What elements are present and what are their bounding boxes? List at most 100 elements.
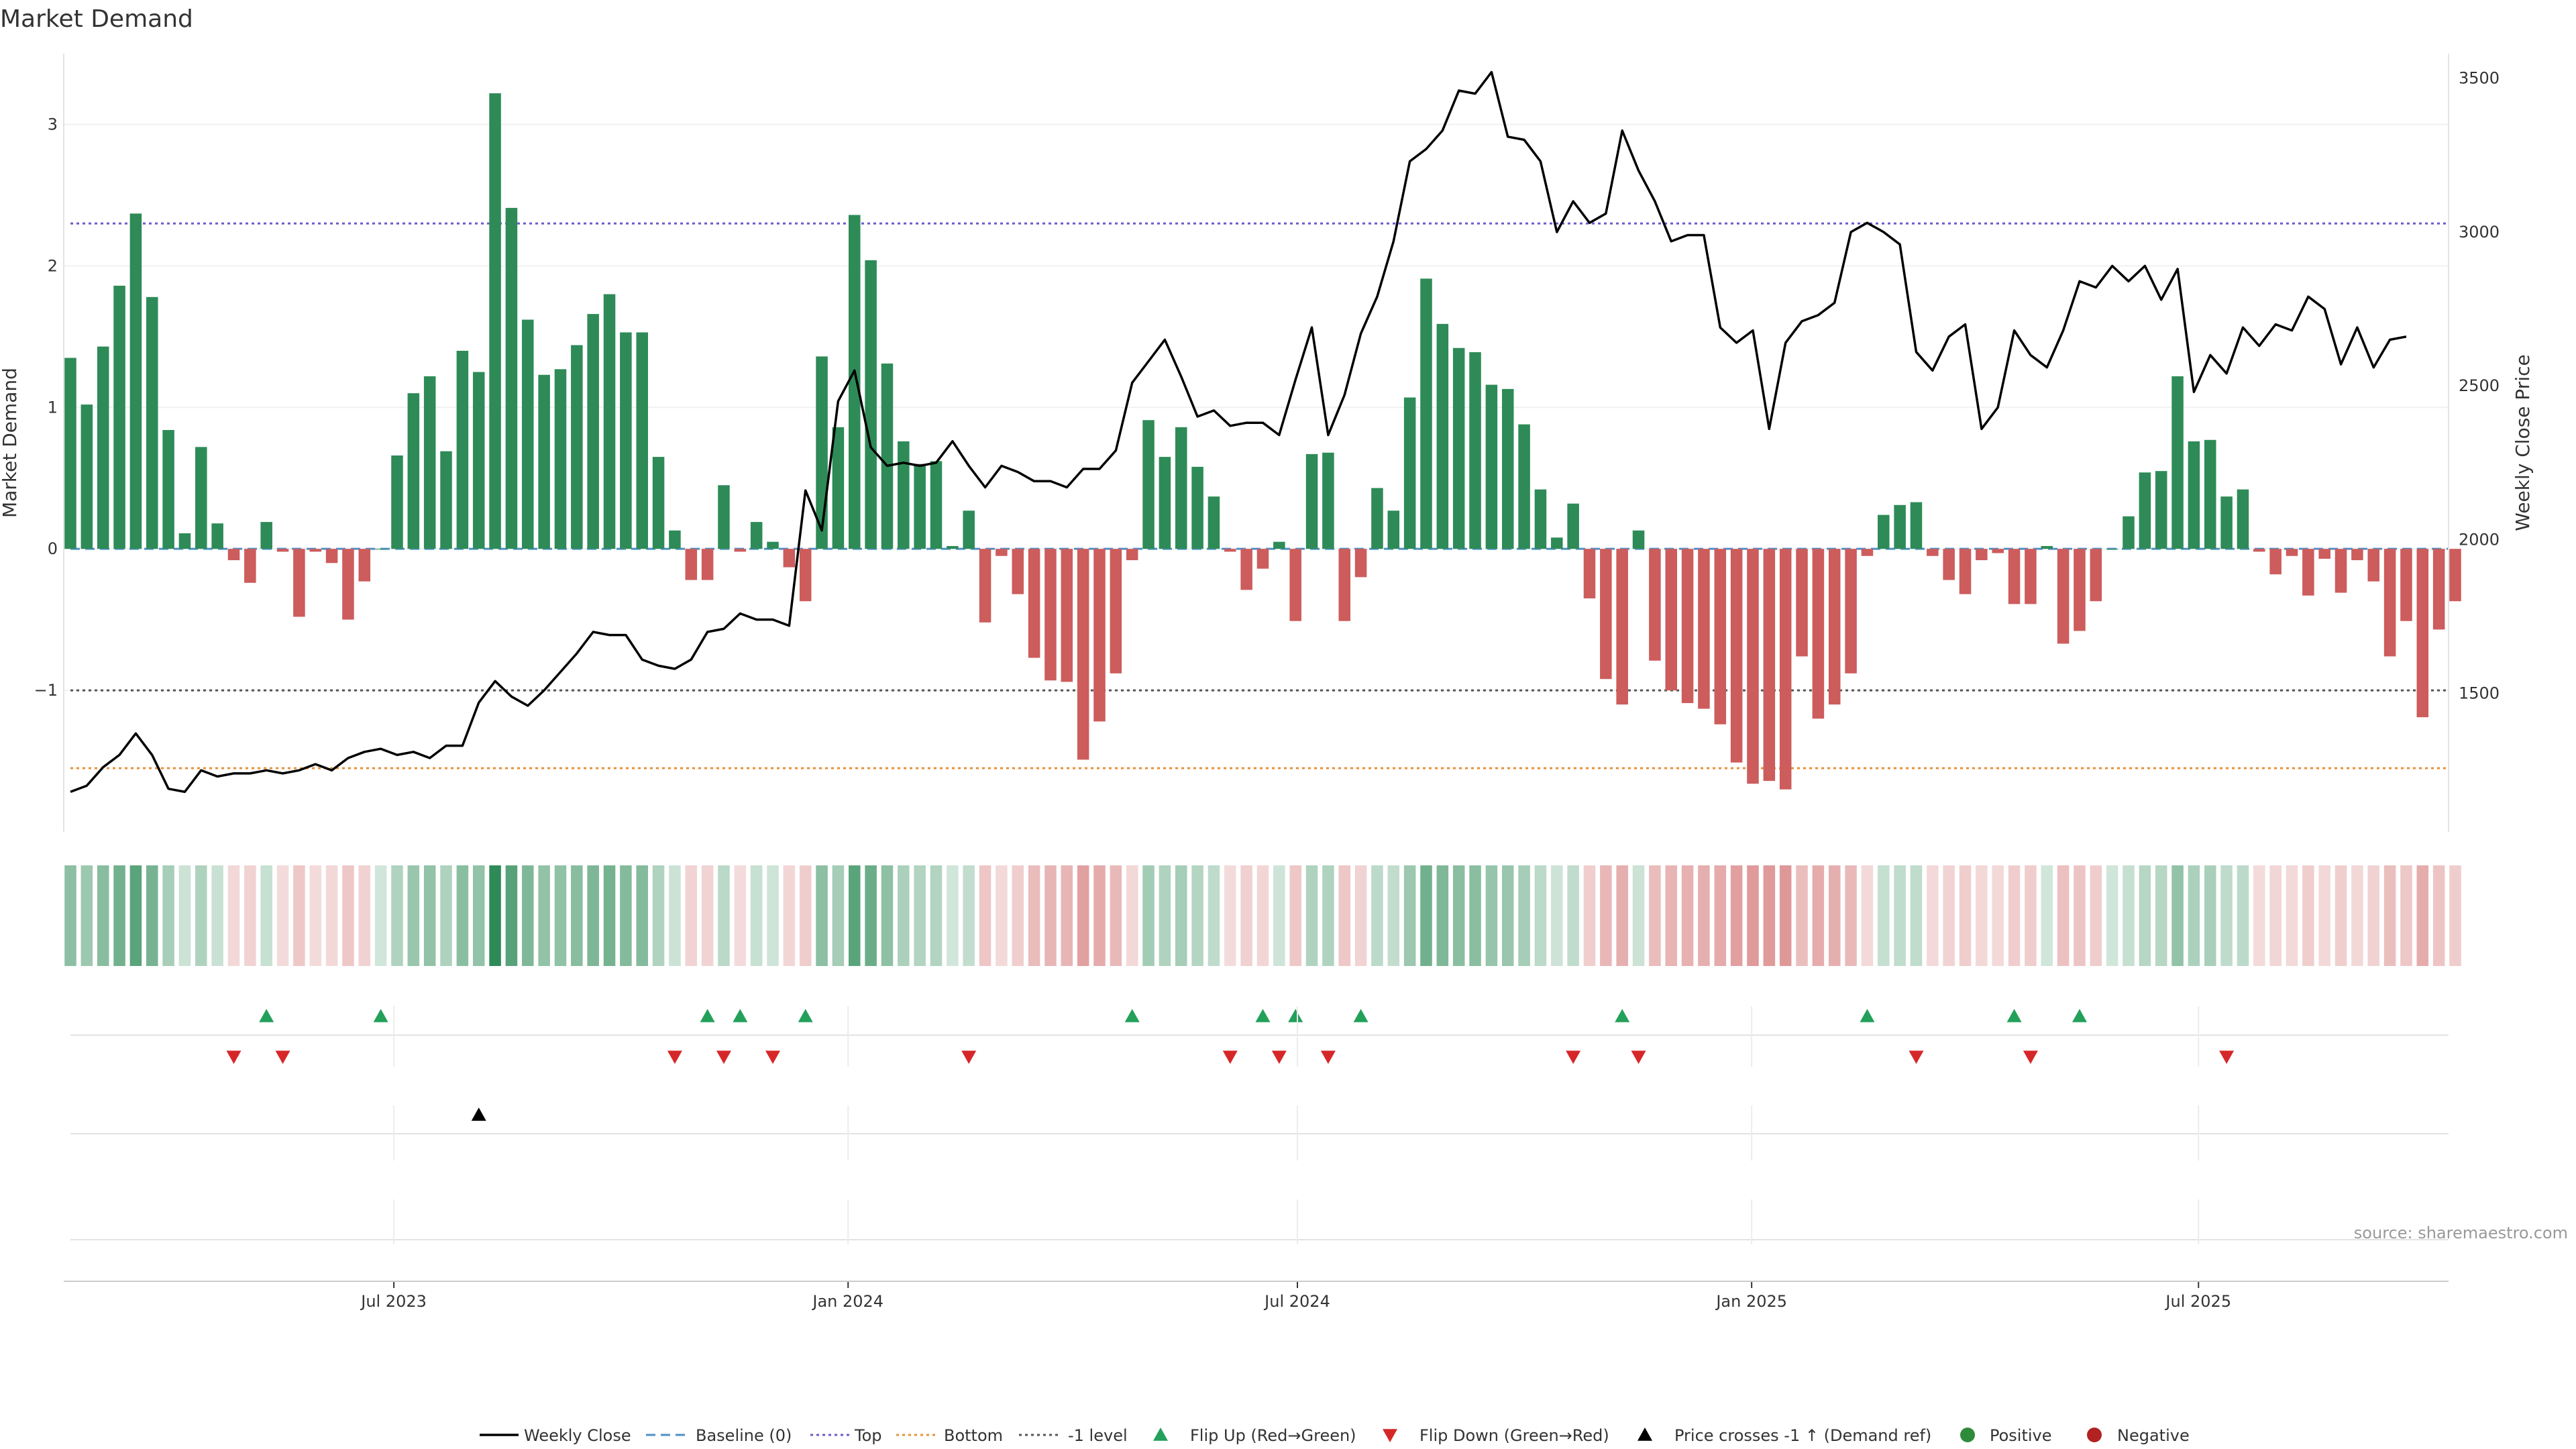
demand-bar: [309, 549, 322, 552]
heat-cell: [1224, 865, 1236, 966]
demand-bar: [636, 332, 648, 549]
heat-cell: [734, 865, 747, 966]
demand-bar: [2041, 545, 2053, 549]
demand-bar: [1012, 549, 1024, 594]
heat-cell: [227, 865, 240, 966]
heat-cell: [407, 865, 420, 966]
demand-bar: [1878, 515, 1890, 549]
flip-markers: [70, 1009, 2449, 1064]
demand-bar: [2286, 549, 2298, 556]
demand-bar: [734, 549, 747, 552]
y-right-tick-label: 1500: [2459, 684, 2500, 703]
heat-cell: [2432, 865, 2445, 966]
flip-up-marker: [798, 1009, 813, 1022]
demand-bar: [1649, 549, 1661, 661]
demand-bar: [407, 393, 420, 549]
flip-down-marker: [2219, 1051, 2235, 1064]
demand-bar: [162, 430, 174, 549]
heat-cell: [2008, 865, 2021, 966]
heat-cell: [1159, 865, 1171, 966]
demand-bar: [1273, 541, 1285, 549]
heat-cell: [1763, 865, 1776, 966]
demand-bar: [505, 207, 518, 549]
heat-cell: [1501, 865, 1514, 966]
heat-cell: [1730, 865, 1743, 966]
flip-down-marker: [667, 1051, 682, 1064]
heat-cell: [440, 865, 452, 966]
demand-bar: [1371, 488, 1383, 549]
legend-entry: Baseline (0): [696, 1426, 792, 1445]
legend-entry: Weekly Close: [524, 1426, 631, 1445]
date-axis: Jul 2023 Jan 2024 Jul 2024 Jan 2025 Jul 2025: [64, 1006, 2449, 1311]
demand-bar: [358, 549, 371, 582]
demand-bar: [2204, 439, 2216, 549]
heat-cell: [2400, 865, 2412, 966]
demand-bar: [472, 372, 485, 549]
chart-title: Market Demand: [0, 5, 193, 33]
demand-bar: [832, 427, 845, 549]
heat-cell: [2041, 865, 2053, 966]
demand-bar: [2334, 549, 2347, 593]
heat-cell: [1012, 865, 1024, 966]
demand-bar: [195, 447, 207, 549]
heat-cell: [1649, 865, 1661, 966]
demand-bar: [1632, 530, 1645, 549]
demand-bar: [1061, 549, 1073, 682]
demand-bar: [1191, 466, 1203, 549]
demand-bar: [2155, 471, 2167, 549]
demand-bar: [244, 549, 256, 583]
heat-cell: [1976, 865, 1988, 966]
demand-bar: [276, 549, 289, 552]
heat-cell: [603, 865, 616, 966]
demand-bar: [342, 549, 354, 620]
heat-cell: [2155, 865, 2167, 966]
heat-cell: [1126, 865, 1138, 966]
flip-up-marker: [1255, 1009, 1271, 1022]
heat-cell: [1191, 865, 1203, 966]
demand-bar: [1518, 424, 1530, 549]
heat-cell: [2351, 865, 2363, 966]
demand-bar: [1894, 504, 1906, 549]
heat-cell: [1044, 865, 1057, 966]
heat-cell: [1665, 865, 1677, 966]
demand-bar: [1714, 549, 1727, 724]
heat-cell: [2074, 865, 2086, 966]
heat-cell: [2188, 865, 2200, 966]
heat-cell: [571, 865, 583, 966]
gridlines: [64, 123, 2449, 692]
heat-cell: [113, 865, 125, 966]
heat-cell: [963, 865, 975, 966]
heat-cell: [325, 865, 338, 966]
heat-cell: [178, 865, 191, 966]
heat-cell: [914, 865, 926, 966]
demand-bar: [1779, 549, 1792, 790]
heat-cell: [996, 865, 1008, 966]
heat-cell: [195, 865, 207, 966]
heat-cell: [1910, 865, 1923, 966]
demand-bar: [1322, 452, 1334, 549]
heat-cell: [685, 865, 698, 966]
heat-cell: [1992, 865, 2004, 966]
demand-bar: [930, 461, 943, 549]
heat-cell: [2090, 865, 2102, 966]
heat-cell: [1469, 865, 1481, 966]
heat-cell: [129, 865, 142, 966]
heat-cell: [276, 865, 289, 966]
demand-bars: [64, 93, 2461, 790]
demand-bar: [1305, 453, 1318, 549]
heat-cell: [472, 865, 485, 966]
demand-bar: [1208, 496, 1220, 549]
flip-up-marker: [2072, 1009, 2087, 1022]
heat-cell: [1779, 865, 1792, 966]
heat-cell: [2449, 865, 2461, 966]
heat-cell: [309, 865, 322, 966]
demand-bar: [1828, 549, 1841, 705]
demand-bar: [97, 346, 109, 549]
heat-cell: [1240, 865, 1252, 966]
demand-bar: [1256, 549, 1269, 569]
legend-entry: Price crosses -1 ↑ (Demand ref): [1674, 1426, 1931, 1445]
demand-bar: [2090, 549, 2102, 602]
demand-bar: [2253, 549, 2265, 552]
heat-cell: [1093, 865, 1106, 966]
y-right-tick-label: 2500: [2459, 376, 2500, 395]
